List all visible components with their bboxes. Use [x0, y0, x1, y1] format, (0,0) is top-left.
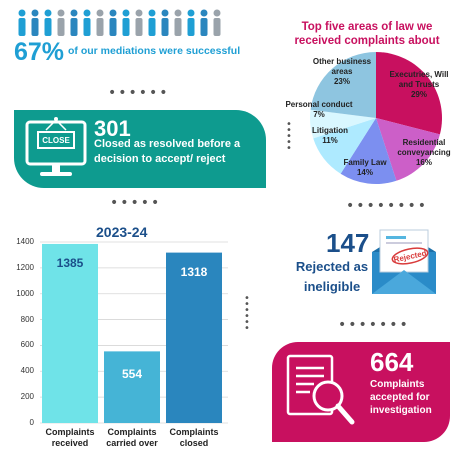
person-icon: [174, 9, 182, 36]
close-sign-text: CLOSE: [42, 136, 70, 145]
y-tick-label: 0: [29, 418, 34, 427]
mediation-success-percent: 67%: [14, 38, 65, 66]
accepted-text: Complaints accepted for investigation: [370, 379, 432, 416]
bar-chart-title: 2023-24: [96, 224, 148, 240]
divider-dots: ••••••: [108, 85, 170, 101]
y-tick-label: 600: [20, 340, 34, 350]
pie-label-residential: Residential conveyancing 16%: [397, 138, 451, 167]
person-icon: [18, 9, 26, 36]
bar: [104, 351, 160, 423]
pie-label-family: Family Law 14%: [343, 158, 387, 177]
x-category-label: Complaints received: [45, 427, 95, 448]
bar-value-label: 1318: [180, 264, 208, 279]
person-icon: [96, 9, 104, 36]
person-icon: [187, 9, 195, 36]
pie-label-litigation: Litigation 11%: [312, 126, 348, 145]
people-with-disabilities-row-icon: [18, 9, 221, 36]
person-icon: [200, 9, 208, 36]
bar: [42, 243, 98, 423]
person-icon: [83, 9, 91, 36]
person-icon: [148, 9, 156, 36]
rejected-text: Rejected as ineligible: [295, 259, 369, 294]
person-icon: [44, 9, 52, 36]
mediation-success-text: of our mediations were successful: [68, 45, 241, 57]
closed-resolved-text: Closed as resolved before a decision to …: [94, 138, 241, 165]
pie-label-personal-conduct: Personal conduct 7%: [285, 100, 353, 119]
person-icon: [213, 9, 221, 36]
person-icon: [135, 9, 143, 36]
person-icon: [109, 9, 117, 36]
monitor-close-sign-icon: CLOSE: [25, 117, 87, 176]
person-icon: [57, 9, 65, 36]
rejected-number: 147: [326, 228, 370, 258]
y-tick-label: 800: [20, 314, 34, 324]
accepted-number: 664: [370, 347, 414, 377]
document-magnifier-icon: [286, 354, 355, 425]
y-tick-label: 1200: [16, 262, 34, 272]
x-category-label: Complaints closed: [169, 427, 219, 448]
divider-dots-vertical: • • • • •: [286, 119, 292, 154]
divider-dots: ••••••••: [346, 198, 429, 214]
person-icon: [161, 9, 169, 36]
y-tick-label: 200: [20, 392, 34, 402]
person-icon: [70, 9, 78, 36]
closed-resolved-number: 301: [94, 116, 131, 141]
y-tick-label: 1000: [16, 288, 34, 298]
bar-value-label: 554: [121, 367, 143, 382]
person-icon: [122, 9, 130, 36]
rejected-envelope-icon: Rejected: [372, 229, 436, 294]
divider-dots: •••••••: [338, 317, 410, 333]
pie-chart-title: Top five areas of law we received compla…: [294, 21, 440, 47]
pie-label-other: Other business areas 23%: [312, 57, 372, 86]
divider-dots-vertical: • • • • • •: [244, 293, 250, 334]
y-tick-label: 1400: [16, 237, 34, 246]
divider-dots: •••••: [110, 195, 162, 211]
bar-value-label: 1385: [56, 255, 84, 270]
x-category-label: Complaints carried over: [106, 427, 158, 448]
y-tick-label: 400: [20, 366, 34, 376]
pie-label-executries: Executries, Will and Trusts 29%: [389, 70, 449, 99]
person-icon: [31, 9, 39, 36]
